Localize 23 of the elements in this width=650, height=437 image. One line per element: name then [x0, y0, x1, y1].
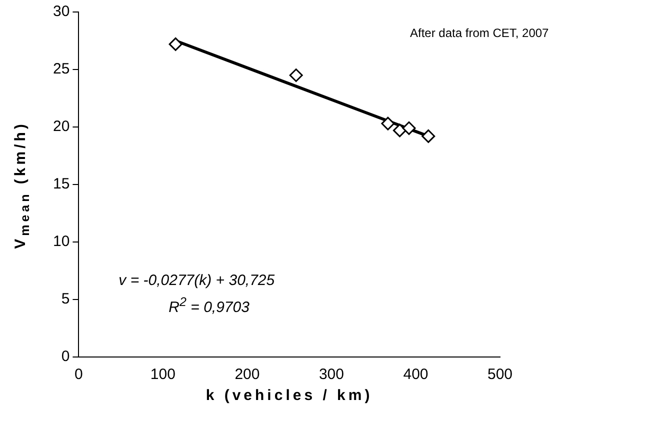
y-tick-label: 30	[52, 3, 70, 20]
y-tick-label: 15	[52, 176, 70, 193]
x-tick-label: 200	[234, 366, 260, 384]
x-tick-label: 100	[150, 366, 176, 384]
point	[381, 116, 395, 130]
x-tick-label: 0	[74, 366, 83, 384]
y-tick-label: 25	[52, 60, 70, 78]
x-tick-label: 400	[403, 366, 428, 384]
x-axis-title: k (vehicles / km)	[206, 387, 373, 404]
point	[168, 37, 182, 51]
x-tick-label: 500	[487, 366, 513, 384]
y-tick-label: 0	[61, 348, 70, 366]
annotation: v = -0,0277(k) + 30,725	[118, 272, 275, 289]
point	[392, 124, 406, 138]
point	[289, 68, 303, 82]
y-tick-label: 5	[61, 290, 70, 308]
x-tick-label: 300	[318, 366, 344, 384]
point	[422, 129, 436, 143]
y-tick-label: 10	[52, 233, 70, 250]
annotation: After data from CET, 2007	[410, 26, 549, 40]
annotation: R$^{2}$ = 0,9703	[168, 295, 250, 316]
y-tick-label: 20	[52, 118, 70, 136]
point	[402, 121, 416, 135]
